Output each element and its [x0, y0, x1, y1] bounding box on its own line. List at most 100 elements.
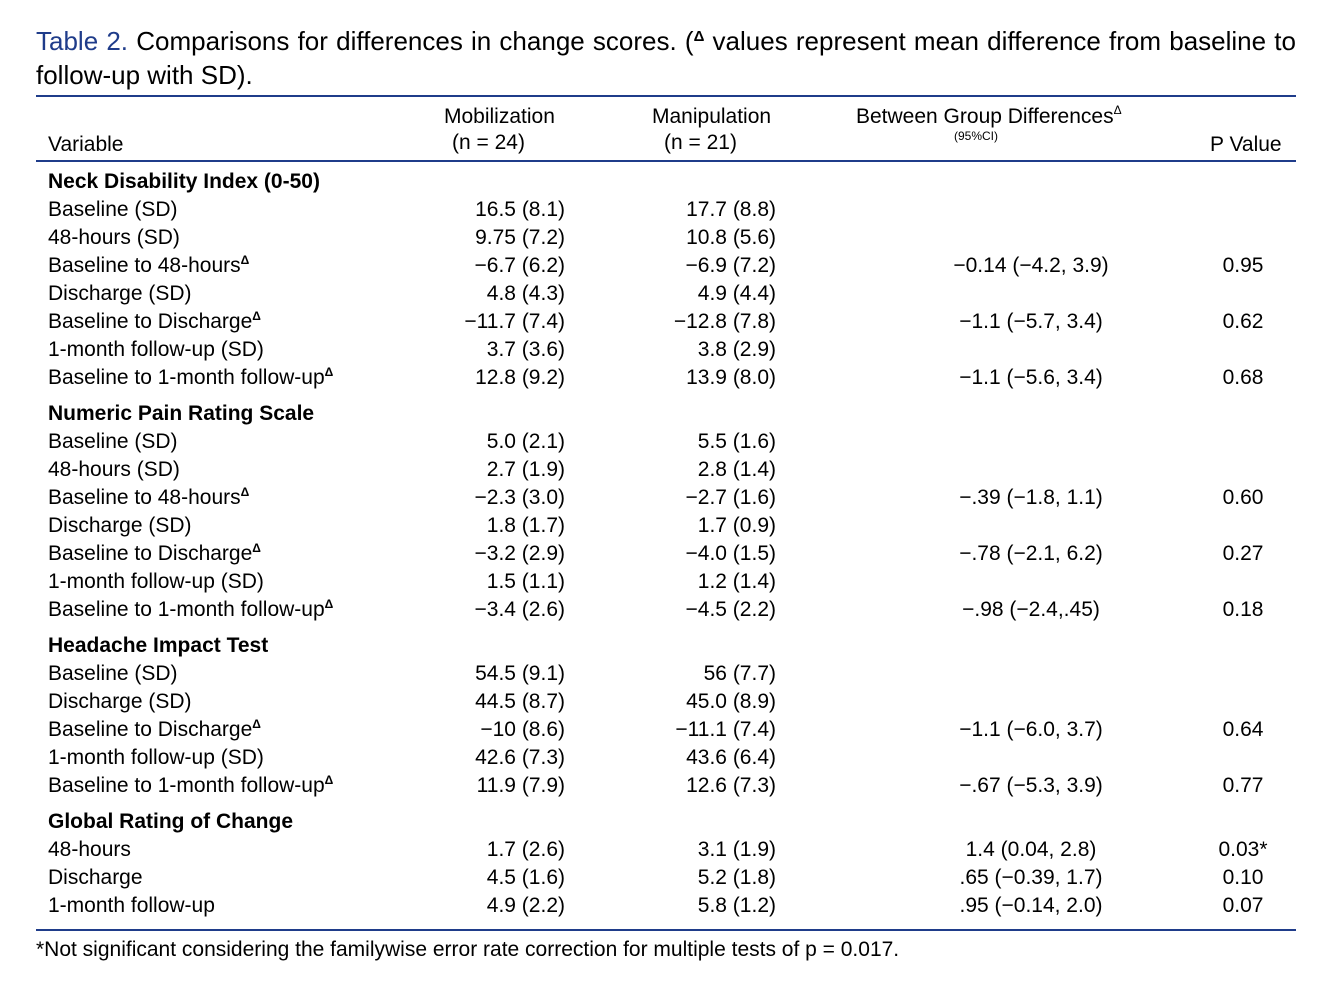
manipulation-value: 45.0 (8.9) [686, 690, 776, 713]
row-variable: Discharge [48, 864, 143, 892]
table-row: Baseline to 1-month follow-upΔ 11.9 (7.9)… [0, 772, 1326, 800]
header-mobilization-n: (n = 24) [452, 131, 525, 154]
between-group-value: −1.1 (−6.0, 3.7) [959, 718, 1103, 741]
table-row: Discharge (SD) 44.5 (8.7) 45.0 (8.9) [0, 688, 1326, 716]
row-variable-label: Baseline to Discharge [48, 542, 253, 565]
between-group-value: −1.1 (−5.7, 3.4) [959, 310, 1103, 333]
mobilization-value: 1.8 (1.7) [486, 514, 565, 537]
manipulation-value: 3.1 (1.9) [697, 838, 776, 861]
section-heading: Headache Impact Test [0, 632, 1326, 660]
manipulation-value: 1.7 (0.9) [697, 514, 776, 537]
row-variable: Discharge (SD) [48, 280, 192, 308]
table-row: Baseline to 1-month follow-upΔ 12.8 (9.2)… [0, 364, 1326, 392]
header-ci: (95%CI) [954, 129, 999, 143]
delta-marker: Δ [252, 717, 261, 731]
p-value: 0.18 [1222, 598, 1264, 621]
mobilization-value: −10 (8.6) [480, 718, 565, 741]
manipulation-value: 10.8 (5.6) [686, 226, 776, 249]
table-row: 1-month follow-up 4.9 (2.2) 5.8 (1.2) .95 (… [0, 892, 1326, 920]
row-variable: Baseline to 1-month follow-upΔ [48, 596, 333, 624]
row-variable: 1-month follow-up (SD) [48, 336, 264, 364]
manipulation-value: −12.8 (7.8) [673, 310, 776, 333]
row-variable: Baseline to 48-hoursΔ [48, 484, 249, 512]
mobilization-value: −11.7 (7.4) [464, 310, 565, 333]
between-group-value: −1.1 (−5.6, 3.4) [959, 366, 1103, 389]
p-value: 0.68 [1222, 366, 1264, 389]
row-variable: 1-month follow-up [48, 892, 215, 920]
table-row: Baseline (SD) 16.5 (8.1) 17.7 (8.8) [0, 196, 1326, 224]
row-variable: 48-hours [48, 836, 131, 864]
mobilization-value: −6.7 (6.2) [474, 254, 565, 277]
section-title: Numeric Pain Rating Scale [48, 402, 315, 425]
row-variable-label: 48-hours (SD) [48, 458, 180, 481]
row-variable-label: Discharge [48, 866, 143, 889]
manipulation-value: 43.6 (6.4) [686, 746, 776, 769]
p-value: 0.62 [1222, 310, 1264, 333]
mobilization-value: −3.4 (2.6) [474, 598, 565, 621]
row-variable-label: 1-month follow-up (SD) [48, 746, 264, 769]
section-heading: Global Rating of Change [0, 808, 1326, 836]
manipulation-value: 56 (7.7) [703, 662, 776, 685]
delta-marker: Δ [252, 309, 261, 323]
p-value: 0.64 [1222, 718, 1264, 741]
p-value: 0.07 [1222, 894, 1264, 917]
section-title: Headache Impact Test [48, 634, 269, 657]
manipulation-value: 13.9 (8.0) [686, 366, 776, 389]
table-row: Discharge 4.5 (1.6) 5.2 (1.8) .65 (−0.39, 1… [0, 864, 1326, 892]
header-manipulation: Manipulation (n = 21) [652, 104, 782, 156]
row-variable-label: Baseline to 1-month follow-up [48, 598, 325, 621]
between-group-value: −.78 (−2.1, 6.2) [959, 542, 1103, 565]
row-variable: Baseline to 48-hoursΔ [48, 252, 249, 280]
delta-marker: Δ [240, 253, 250, 267]
row-variable-label: Baseline to 1-month follow-up [48, 774, 325, 797]
row-variable: Baseline to DischargeΔ [48, 540, 261, 568]
table-row: Discharge (SD) 1.8 (1.7) 1.7 (0.9) [0, 512, 1326, 540]
p-value: 0.60 [1222, 486, 1264, 509]
mobilization-value: 54.5 (9.1) [475, 662, 565, 685]
row-variable: 1-month follow-up (SD) [48, 744, 264, 772]
row-variable-label: Discharge (SD) [48, 282, 192, 305]
mobilization-value: 4.9 (2.2) [486, 894, 565, 917]
bottom-rule [36, 929, 1296, 931]
table-row: Baseline to DischargeΔ −3.2 (2.9) −4.0 (1.… [0, 540, 1326, 568]
section-title: Global Rating of Change [48, 810, 293, 833]
table-row: 1-month follow-up (SD) 1.5 (1.1) 1.2 (1.4) [0, 568, 1326, 596]
row-variable-label: Discharge (SD) [48, 514, 192, 537]
row-variable-label: 48-hours (SD) [48, 226, 180, 249]
header-manipulation-n: (n = 21) [664, 131, 737, 154]
row-variable: Discharge (SD) [48, 512, 192, 540]
mobilization-value: 11.9 (7.9) [476, 774, 565, 797]
mobilization-value: −2.3 (3.0) [474, 486, 565, 509]
row-variable-label: 1-month follow-up (SD) [48, 570, 264, 593]
header-p-value: P Value [1210, 133, 1282, 156]
caption-text-a: Comparisons for differences in change sc… [128, 26, 694, 56]
section-heading: Neck Disability Index (0-50) [0, 168, 1326, 196]
table-row: Baseline to DischargeΔ −10 (8.6) −11.1 (7.… [0, 716, 1326, 744]
table-row: Baseline to 48-hoursΔ −2.3 (3.0) −2.7 (1.6… [0, 484, 1326, 512]
section-heading: Numeric Pain Rating Scale [0, 400, 1326, 428]
mobilization-value: 4.8 (4.3) [486, 282, 565, 305]
header-between-delta: Δ [1113, 103, 1122, 117]
row-variable-label: 1-month follow-up (SD) [48, 338, 264, 361]
table-caption: Table 2. Comparisons for differences in … [36, 24, 1296, 92]
between-group-value: .65 (−0.39, 1.7) [959, 866, 1103, 889]
between-group-value: 1.4 (0.04, 2.8) [965, 838, 1097, 861]
manipulation-value: 5.8 (1.2) [697, 894, 776, 917]
caption-delta: Δ [693, 28, 705, 45]
between-group-value: .95 (−0.14, 2.0) [959, 894, 1103, 917]
header-between-label: Between Group Differences [856, 105, 1114, 128]
p-value: 0.03* [1218, 838, 1268, 861]
row-variable: Baseline to 1-month follow-upΔ [48, 772, 333, 800]
mobilization-value: 2.7 (1.9) [486, 458, 565, 481]
delta-marker: Δ [324, 597, 334, 611]
delta-marker: Δ [240, 485, 250, 499]
row-variable-label: Discharge (SD) [48, 690, 192, 713]
row-variable-label: Baseline to 48-hours [48, 254, 241, 277]
p-value: 0.95 [1222, 254, 1264, 277]
manipulation-value: 1.2 (1.4) [697, 570, 776, 593]
table-body: Neck Disability Index (0-50) Baseline (SD… [0, 168, 1326, 920]
header-manipulation-label: Manipulation [652, 105, 772, 128]
delta-marker: Δ [324, 773, 334, 787]
mobilization-value: 4.5 (1.6) [486, 866, 565, 889]
